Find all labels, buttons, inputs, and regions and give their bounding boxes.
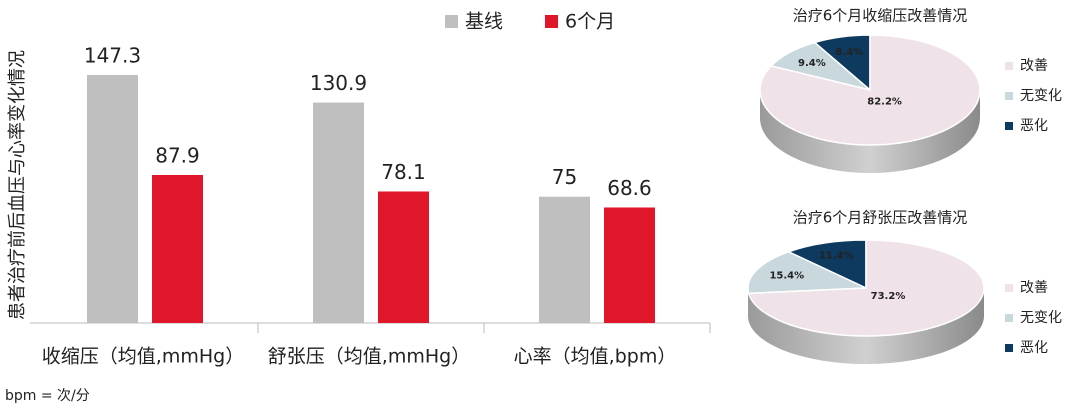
slice-label: 11.4% (819, 251, 854, 262)
value-label: 68.6 (607, 176, 652, 200)
legend-label: 无变化 (1020, 310, 1062, 326)
slice-label: 82.2% (867, 97, 902, 108)
y-axis-label: 患者治疗前后血压与心率变化情况 (7, 50, 28, 320)
legend-swatch (1005, 92, 1013, 100)
x-tick-label: 收缩压（均值,mmHg） (42, 346, 244, 368)
legend-swatch (1005, 284, 1013, 292)
legend-swatch (445, 15, 458, 28)
bar (152, 174, 203, 323)
legend-label: 恶化 (1020, 340, 1048, 356)
legend-swatch (1005, 314, 1013, 322)
legend-swatch (1005, 122, 1013, 130)
legend-label: 6个月 (565, 11, 615, 33)
legend-swatch (545, 15, 558, 28)
value-label: 87.9 (155, 143, 200, 167)
bar (604, 207, 655, 323)
x-tick-label: 舒张压（均值,mmHg） (268, 346, 470, 368)
bar (313, 102, 364, 324)
value-label: 78.1 (381, 160, 426, 184)
slice-label: 73.2% (871, 291, 906, 302)
legend-label: 改善 (1020, 280, 1048, 296)
legend-label: 恶化 (1020, 118, 1048, 134)
bar (539, 196, 590, 323)
value-label: 130.9 (310, 71, 367, 95)
value-label: 75 (552, 165, 577, 189)
pie-slice (786, 239, 867, 290)
pie-title: 治疗6个月收缩压改善情况 (793, 7, 968, 25)
slice-label: 15.4% (769, 270, 804, 281)
legend-label: 无变化 (1020, 88, 1062, 104)
x-tick-label: 心率（均值,bpm） (514, 346, 677, 368)
pie-side (748, 288, 984, 364)
pie-slice (759, 34, 981, 146)
legend-label: 基线 (465, 11, 503, 33)
legend-label: 改善 (1020, 58, 1048, 74)
pie-title: 治疗6个月舒张压改善情况 (793, 209, 968, 227)
legend-swatch (1005, 62, 1013, 70)
pie-side (760, 90, 980, 173)
slice-label: 8.4% (835, 47, 863, 58)
bar (87, 74, 138, 323)
footnote: bpm = 次/分 (5, 388, 90, 404)
legend-swatch (1005, 344, 1013, 352)
value-label: 147.3 (84, 43, 141, 67)
bar (378, 191, 429, 323)
pie-slice (747, 250, 867, 295)
slice-label: 9.4% (798, 58, 826, 69)
pie-slice (747, 239, 985, 337)
